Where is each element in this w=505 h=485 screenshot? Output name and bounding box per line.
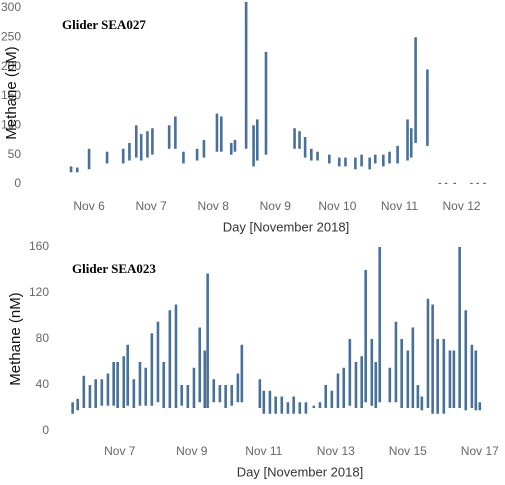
x-tick-label: Nov 17 [461,444,499,458]
x-axis-label: Day [November 2018] [223,219,349,234]
y-tick-label: 80 [36,331,50,345]
y-tick-label: 0 [14,176,21,190]
y-tick-label: 150 [1,88,21,102]
annotation: Glider SEA023 [72,261,156,276]
x-tick-label: Nov 12 [443,199,481,213]
y-axis-label: Methane (nM) [7,292,24,385]
x-tick-label: Nov 11 [245,444,282,458]
y-tick-label: 200 [1,59,21,73]
x-tick-label: Nov 7 [104,444,136,458]
x-tick-label: Nov 7 [135,199,167,213]
x-tick-label: Nov 13 [317,444,355,458]
y-tick-label: 300 [1,0,21,14]
y-tick-label: 0 [42,423,49,437]
x-tick-label: Nov 8 [198,199,230,213]
y-tick-label: 160 [29,239,49,253]
x-tick-label: Nov 11 [381,199,418,213]
x-tick-label: Nov 6 [73,199,105,213]
x-tick-label: Nov 9 [260,199,292,213]
x-tick-label: Nov 9 [176,444,208,458]
y-tick-label: 100 [1,117,21,131]
y-tick-label: 50 [8,147,22,161]
y-axis-label: Methane (nM) [3,46,20,139]
y-tick-label: 250 [1,29,21,43]
x-tick-label: Nov 10 [318,199,356,213]
y-tick-label: 40 [36,377,50,391]
x-tick-label: Nov 15 [389,444,427,458]
annotation: Glider SEA027 [62,17,146,32]
y-tick-label: 120 [29,285,49,299]
x-axis-label: Day [November 2018] [237,464,363,479]
